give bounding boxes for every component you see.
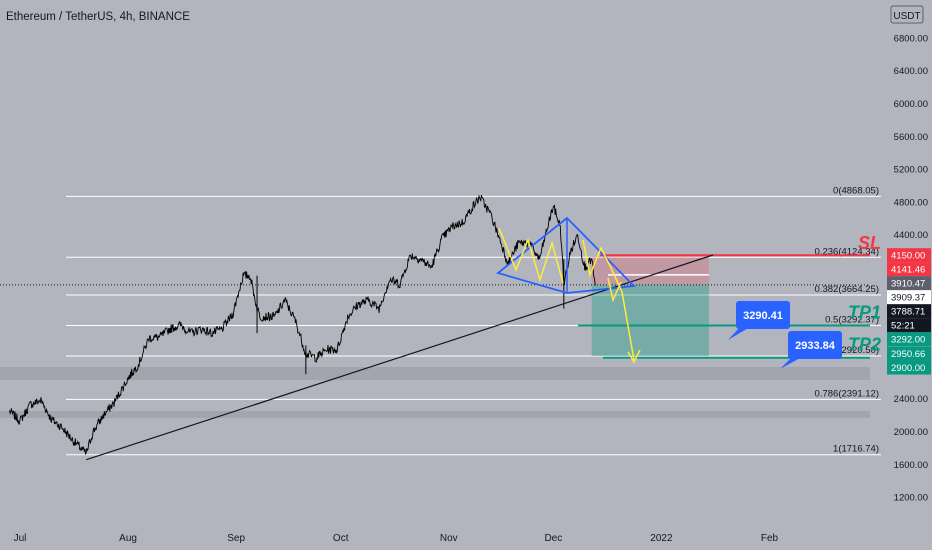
fibonacci-retracement[interactable]: 0(4868.05) 0.236(4124.34) 0.382(3664.25) 0.… [66,185,881,456]
chart-title: Ethereum / TetherUS, 4h, BINANCE [6,11,190,23]
fib-level-label: 1(1716.74) [833,444,879,455]
price-tag: 52:21 [887,318,931,333]
y-tick-label: 2000.00 [894,427,928,438]
fib-level-label: 0.236(4124.34) [815,246,879,257]
fib-level-label: 0.618(2920.50) [815,345,879,356]
price-tags: 4150.00 4141.46 3910.47 3909.37 3788.71 52:21… [887,248,931,375]
price-callout-text: 3290.41 [743,310,783,322]
x-tick-label: Oct [333,533,349,544]
x-tick-label: Nov [440,533,458,544]
x-tick-label: Jul [14,533,27,544]
triangle-pattern[interactable] [496,216,636,294]
yellow-zigzag-arrow [607,277,622,303]
y-tick-label: 6000.00 [894,99,928,110]
tp2-label: TP2 [848,335,881,355]
x-tick-label: Sep [227,533,245,544]
price-tag-text: 2950.66 [891,349,925,360]
price-series [0,194,870,456]
y-tick-label: 5600.00 [894,132,928,143]
price-tag: 3788.71 [887,304,931,319]
price-callout[interactable]: 2933.84 [780,331,842,369]
price-tag-text: 3909.37 [891,293,925,304]
price-tag-text: 3788.71 [891,307,925,318]
fib-level-label: 0.5(3292.37) [825,315,879,326]
price-tag-text: 4150.00 [891,251,925,262]
fib-level-label: 0.786(2391.12) [815,388,879,399]
price-tag: 2950.66 [887,346,931,361]
support-zone [0,367,870,380]
stop-loss-zone [591,255,709,285]
yellow-zigzag-arrow [582,239,635,361]
arrowhead [627,349,641,364]
price-tag: 3910.47 [887,276,931,291]
y-tick-label: 6400.00 [894,66,928,77]
take-profit-zone [591,284,709,357]
y-tick-label: 4400.00 [894,230,928,241]
x-tick-label: Dec [544,533,562,544]
y-tick-label: 4800.00 [894,197,928,208]
fib-level-label: 0(4868.05) [833,185,879,196]
currency-label: USDT [893,11,920,22]
support-zone [0,411,870,418]
y-tick-label: 1200.00 [894,493,928,504]
price-line [9,194,596,456]
drawings[interactable]: 3290.41 2933.84 [86,216,842,461]
price-callout[interactable]: 3290.41 [728,301,790,340]
y-tick-label: 6800.00 [894,33,928,44]
price-tag-text: 3910.47 [891,279,925,290]
fib-level-label: 0.382(3664.25) [815,284,879,295]
x-tick-label: Aug [119,533,137,544]
y-tick-label: 2400.00 [894,394,928,405]
price-tag-text: 2900.00 [891,363,925,374]
price-callout-text: 2933.84 [795,340,836,352]
price-tag: 3292.00 [887,332,931,347]
price-tag-text: 3292.00 [891,335,925,346]
price-tag: 4141.46 [887,262,931,277]
y-tick-label: 5200.00 [894,165,928,176]
currency-selector[interactable]: USDT [890,5,924,24]
y-tick-label: 1600.00 [894,460,928,471]
price-tag: 3909.37 [887,290,931,305]
price-tag-text: 4141.46 [891,265,925,276]
grid [0,367,870,418]
yellow-zigzag-arrow [498,227,564,284]
x-tick-label: Feb [761,533,779,544]
tp1-label: TP1 [848,303,881,323]
price-tag: 2900.00 [887,360,931,375]
price-tag-text: 52:21 [891,321,915,332]
price-tag: 4150.00 [887,248,931,263]
sl-label: SL [858,233,881,253]
x-tick-label: 2022 [650,533,673,544]
